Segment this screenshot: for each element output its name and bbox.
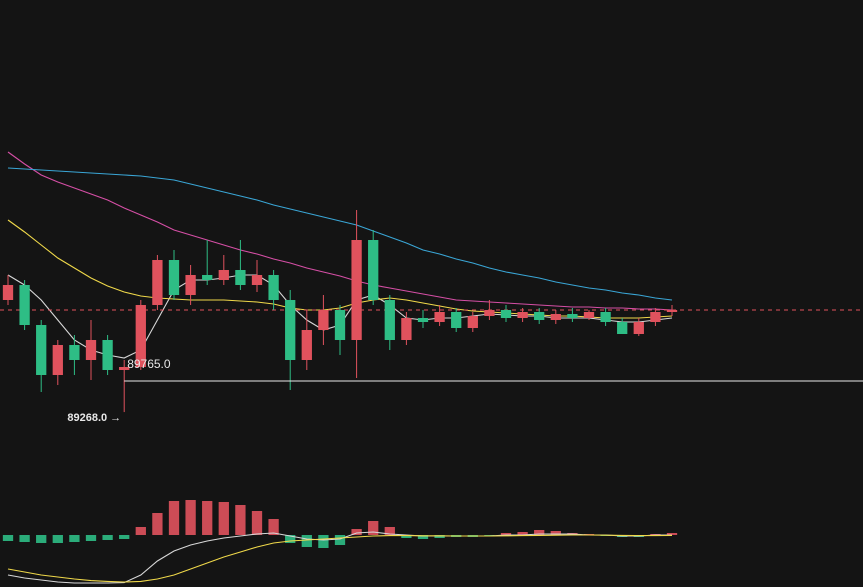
candle-body bbox=[633, 322, 644, 334]
macd-line bbox=[7, 531, 672, 584]
candle-body bbox=[401, 318, 412, 340]
low-price-label: 89268.0 → bbox=[67, 412, 121, 424]
candle-body bbox=[384, 300, 395, 340]
macd-histogram-bar bbox=[19, 535, 30, 542]
moving-average-line bbox=[7, 151, 673, 311]
candle-body bbox=[500, 310, 512, 318]
macd-histogram-bar bbox=[301, 535, 312, 547]
macd-histogram-bar bbox=[368, 521, 379, 535]
macd-histogram-bar bbox=[318, 535, 329, 548]
candle-body bbox=[434, 312, 445, 322]
macd-histogram-bar bbox=[2, 535, 14, 541]
macd-histogram-bar bbox=[666, 533, 678, 535]
macd-histogram-bar bbox=[218, 502, 229, 535]
macd-histogram-bar bbox=[152, 513, 163, 535]
candle-body bbox=[484, 310, 495, 316]
macd-histogram-bar bbox=[102, 535, 113, 540]
macd-histogram-bar bbox=[69, 535, 80, 542]
candle-body bbox=[268, 275, 279, 300]
candle-body bbox=[168, 260, 180, 295]
macd-histogram-bar bbox=[268, 519, 279, 535]
candle-body bbox=[102, 340, 113, 370]
candle-body bbox=[85, 340, 97, 360]
macd-histogram-bar bbox=[52, 535, 63, 543]
candle-body bbox=[517, 312, 528, 318]
macd-histogram-bar bbox=[85, 535, 97, 541]
macd-histogram-bar bbox=[334, 535, 346, 545]
candle-body bbox=[119, 367, 130, 370]
candle-body bbox=[617, 322, 628, 334]
candle-body bbox=[467, 316, 478, 328]
candle-body bbox=[451, 312, 462, 328]
macd-histogram-bar bbox=[135, 527, 146, 535]
candle-body bbox=[135, 305, 146, 367]
candle-body bbox=[351, 240, 362, 340]
macd-histogram-bar bbox=[534, 530, 545, 535]
candle-body bbox=[301, 330, 312, 360]
candle-body bbox=[650, 312, 661, 322]
candle-body bbox=[202, 275, 213, 280]
candle-body bbox=[285, 300, 296, 360]
macd-histogram-bar bbox=[351, 529, 362, 535]
candle-body bbox=[2, 285, 14, 300]
macd-line bbox=[7, 534, 673, 583]
candle-body bbox=[368, 240, 379, 300]
candle-body bbox=[666, 310, 678, 312]
candle-body bbox=[534, 312, 545, 320]
candle-body bbox=[19, 285, 30, 325]
candle-body bbox=[69, 345, 80, 360]
candle-body bbox=[334, 310, 346, 340]
candle-body bbox=[152, 260, 163, 305]
price-marker-label: 89765.0 bbox=[127, 357, 171, 371]
macd-histogram-bar bbox=[168, 501, 180, 535]
macd-histogram-bar bbox=[550, 531, 561, 535]
macd-histogram-bar bbox=[202, 501, 213, 535]
macd-histogram-bar bbox=[417, 535, 429, 539]
macd-histogram-bar bbox=[401, 535, 412, 538]
candle-body bbox=[218, 270, 229, 280]
candle-body bbox=[36, 325, 47, 375]
candle-body bbox=[235, 270, 246, 285]
candle-body bbox=[583, 312, 595, 318]
macd-histogram-bar bbox=[36, 535, 47, 543]
candle-body bbox=[600, 312, 611, 322]
candle-body bbox=[567, 314, 578, 318]
candle-body bbox=[52, 345, 63, 375]
moving-average-line bbox=[7, 167, 673, 301]
candle-body bbox=[318, 310, 329, 330]
macd-histogram-bar bbox=[384, 527, 395, 535]
candle-body bbox=[251, 275, 263, 285]
macd-histogram-bar bbox=[235, 505, 246, 535]
macd-histogram-bar bbox=[119, 535, 130, 539]
macd-histogram-bar bbox=[517, 532, 528, 535]
macd-histogram-bar bbox=[185, 500, 196, 535]
macd-histogram-bar bbox=[500, 533, 512, 535]
candle-body bbox=[417, 318, 429, 322]
macd-histogram-bar bbox=[251, 511, 263, 535]
candle-body bbox=[185, 275, 196, 295]
macd-histogram-bar bbox=[285, 535, 296, 543]
candle-body bbox=[550, 314, 561, 320]
